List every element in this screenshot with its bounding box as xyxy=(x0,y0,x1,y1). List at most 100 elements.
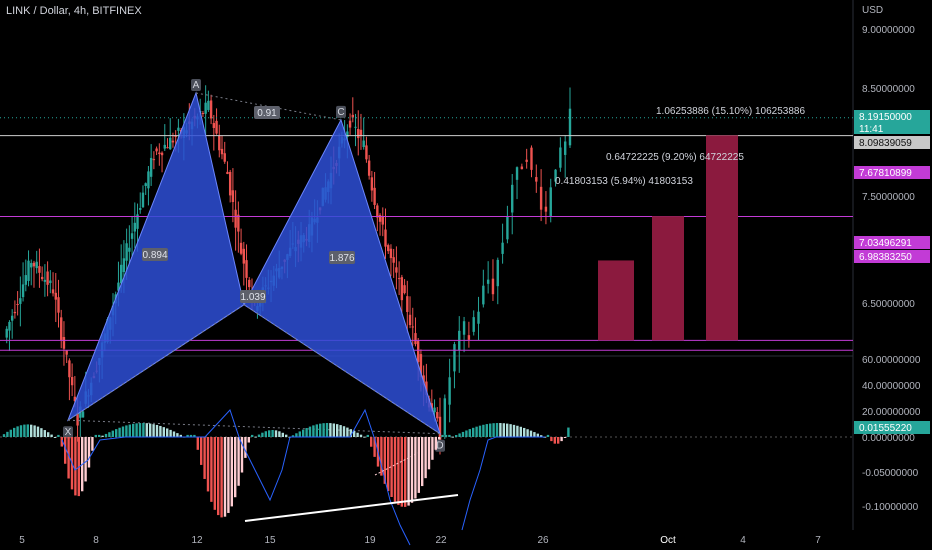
histogram-bar xyxy=(410,437,414,503)
histogram-bar xyxy=(94,434,97,437)
x-tick-label: 15 xyxy=(264,535,276,546)
candle-body xyxy=(169,137,172,150)
histogram-bar xyxy=(387,437,390,492)
histogram-bar xyxy=(176,433,179,437)
pattern-point-label: X xyxy=(65,427,72,438)
histogram-bar xyxy=(431,437,434,460)
histogram-bar xyxy=(383,437,386,484)
histogram-bar xyxy=(373,437,376,457)
candle-body xyxy=(482,285,485,305)
target-box xyxy=(598,260,634,341)
candle-body xyxy=(544,206,548,212)
histogram-bar xyxy=(217,437,220,516)
candle-body xyxy=(351,114,354,118)
histogram-bar xyxy=(404,437,407,507)
candle-body xyxy=(215,120,218,134)
histogram-bar xyxy=(281,432,284,437)
histogram-bar xyxy=(47,432,50,437)
candle-body xyxy=(73,396,77,402)
candle-body xyxy=(32,262,36,267)
histogram-bar xyxy=(349,429,352,437)
candle-body xyxy=(212,122,216,128)
ratio-badge xyxy=(254,106,280,119)
histogram-bar xyxy=(172,431,176,437)
target-label: 0.41803153 (5.94%) 41803153 xyxy=(555,176,693,187)
candle-body xyxy=(5,328,8,338)
histogram-bar xyxy=(125,425,128,437)
candle-body xyxy=(128,247,131,252)
candle-body xyxy=(40,276,44,280)
histogram-bar xyxy=(529,430,533,437)
histogram-bar xyxy=(414,437,417,499)
x-tick-label: 7 xyxy=(815,535,821,546)
histogram-bar xyxy=(98,434,101,437)
candle-body xyxy=(60,317,63,340)
histogram-bar xyxy=(74,437,77,496)
histogram-bar xyxy=(135,423,138,437)
chart-title: LINK / Dollar, 4h, BITFINEX xyxy=(6,5,142,17)
candle-body xyxy=(411,326,414,328)
candle-body xyxy=(174,135,177,137)
histogram-bar xyxy=(346,427,349,437)
histogram-bar xyxy=(13,427,16,437)
histogram-bar xyxy=(121,426,125,437)
candle-body xyxy=(76,412,79,426)
candle-body xyxy=(158,152,161,154)
histogram-bar xyxy=(50,434,53,437)
histogram-bar xyxy=(502,423,505,437)
candle-body xyxy=(125,243,128,261)
histogram-bar xyxy=(553,437,556,444)
candle-body xyxy=(27,260,30,281)
candle-body xyxy=(417,341,420,362)
candle-body xyxy=(367,160,371,176)
candle-body xyxy=(218,135,221,151)
histogram-bar xyxy=(53,437,57,438)
ratio-badge xyxy=(329,251,355,264)
y-tick-label: 8.50000000 xyxy=(862,84,915,95)
level-tag: 7.67810899 xyxy=(859,168,912,179)
histogram-bar xyxy=(254,436,257,438)
candle-body xyxy=(365,145,368,160)
candle-body xyxy=(163,144,166,149)
histogram-bar xyxy=(278,431,281,437)
candle-body xyxy=(453,344,456,372)
candle-body xyxy=(400,277,404,301)
histogram-bar xyxy=(458,433,461,437)
candle-body xyxy=(477,311,480,324)
histogram-bar xyxy=(563,437,567,438)
candle-body xyxy=(530,147,533,170)
histogram-bar xyxy=(57,434,60,437)
candle-body xyxy=(19,298,22,304)
histogram-bar xyxy=(26,424,29,437)
x-tick-label: 19 xyxy=(364,535,376,546)
candle-body xyxy=(408,314,412,326)
candle-body xyxy=(395,267,398,273)
candle-body xyxy=(46,271,49,285)
histogram-bar xyxy=(271,430,274,437)
candle-body xyxy=(362,140,365,147)
level-tag: 6.98383250 xyxy=(859,252,912,263)
level-tag: 8.09839059 xyxy=(859,138,912,149)
ratio-badge xyxy=(142,248,168,261)
histogram-bar xyxy=(448,434,451,437)
histogram-bar xyxy=(237,437,240,486)
candle-body xyxy=(242,248,245,264)
candle-body xyxy=(506,216,509,240)
candle-body xyxy=(70,377,74,386)
histogram-bar xyxy=(427,437,431,470)
target-label: 0.64722225 (9.20%) 64722225 xyxy=(606,152,744,163)
candle-body xyxy=(133,222,136,232)
histogram-bar xyxy=(359,434,363,437)
pattern-point-badge xyxy=(63,426,73,439)
histogram-bar xyxy=(64,437,67,464)
candle-body xyxy=(496,259,499,287)
histogram-bar xyxy=(322,423,325,437)
candle-body xyxy=(117,282,120,291)
histogram-bar xyxy=(104,433,108,437)
candle-body xyxy=(462,321,466,335)
histogram-bar xyxy=(213,437,216,510)
histogram-bar xyxy=(101,435,104,437)
candle-body xyxy=(177,127,180,131)
candle-body xyxy=(373,187,376,205)
